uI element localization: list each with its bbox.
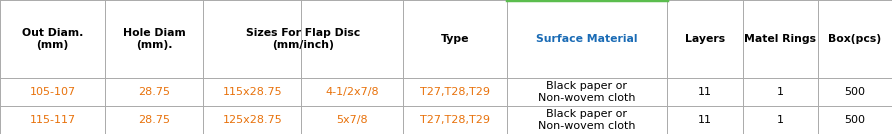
- Text: 115x28.75: 115x28.75: [223, 87, 282, 97]
- Text: Matel Rings: Matel Rings: [745, 34, 816, 44]
- Text: Box(pcs): Box(pcs): [829, 34, 881, 44]
- Text: T27,T28,T29: T27,T28,T29: [420, 87, 490, 97]
- Text: Surface Material: Surface Material: [536, 34, 638, 44]
- Text: 115-117: 115-117: [29, 115, 76, 125]
- Text: 105-107: 105-107: [29, 87, 76, 97]
- Text: 1: 1: [777, 115, 784, 125]
- Text: 4-1/2x7/8: 4-1/2x7/8: [326, 87, 379, 97]
- Text: Type: Type: [441, 34, 469, 44]
- Text: Black paper or
Non-wovem cloth: Black paper or Non-wovem cloth: [538, 81, 636, 103]
- Text: Black paper or
Non-wovem cloth: Black paper or Non-wovem cloth: [538, 109, 636, 131]
- Text: 28.75: 28.75: [138, 87, 170, 97]
- Text: 500: 500: [845, 115, 865, 125]
- Text: 28.75: 28.75: [138, 115, 170, 125]
- Text: 11: 11: [698, 87, 712, 97]
- Text: T27,T28,T29: T27,T28,T29: [420, 115, 490, 125]
- Text: Hole Diam
(mm).: Hole Diam (mm).: [123, 28, 186, 50]
- Text: 5x7/8: 5x7/8: [336, 115, 368, 125]
- Text: 500: 500: [845, 87, 865, 97]
- Text: 1: 1: [777, 87, 784, 97]
- Text: Layers: Layers: [685, 34, 725, 44]
- Text: 125x28.75: 125x28.75: [223, 115, 282, 125]
- Text: Sizes For Flap Disc
(mm/inch): Sizes For Flap Disc (mm/inch): [246, 28, 360, 50]
- Text: Out Diam.
(mm): Out Diam. (mm): [22, 28, 83, 50]
- Text: 11: 11: [698, 115, 712, 125]
